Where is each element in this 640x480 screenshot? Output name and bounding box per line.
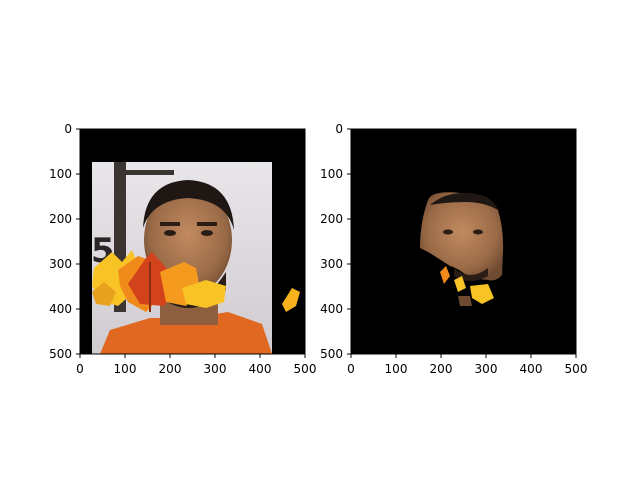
right-chin-fragment <box>458 296 472 306</box>
right-face-region <box>420 192 504 281</box>
left-eye-right <box>201 230 213 236</box>
right-image-panel: 0 100 200 300 400 500 0 100 200 300 400 500 <box>320 122 587 376</box>
left-y-tick-label: 400 <box>49 302 72 316</box>
right-ticks: 0 100 200 300 400 500 0 100 200 300 400 500 <box>320 122 587 376</box>
right-hair <box>430 192 498 210</box>
left-face <box>144 185 232 295</box>
left-y-tick-label: 100 <box>49 167 72 181</box>
left-leaf-3 <box>128 252 176 306</box>
right-x-tick-label: 0 <box>347 362 355 376</box>
right-x-tick-label: 500 <box>565 362 588 376</box>
left-leaf-6 <box>92 282 116 306</box>
right-y-tick-label: 0 <box>335 122 343 136</box>
left-leaf-cluster <box>92 250 226 312</box>
left-eye-left <box>164 230 176 236</box>
left-x-tick-label: 200 <box>159 362 182 376</box>
right-x-tick-label: 200 <box>430 362 453 376</box>
right-leaf-fragment-2 <box>454 276 466 292</box>
right-axes-frame <box>350 128 577 355</box>
left-height-post-mark <box>126 170 174 175</box>
left-small-leaf <box>282 288 300 312</box>
left-ticks: 0 100 200 300 400 500 0 100 200 300 400 500 <box>49 122 316 376</box>
left-image-panel: 5 <box>49 122 316 376</box>
left-x-tick-label: 500 <box>294 362 317 376</box>
right-x-tick-label: 300 <box>475 362 498 376</box>
left-shirt <box>100 312 272 354</box>
right-photo <box>420 192 504 306</box>
left-y-tick-label: 300 <box>49 257 72 271</box>
left-y-tick-label: 0 <box>64 122 72 136</box>
left-x-tick-label: 400 <box>249 362 272 376</box>
left-x-tick-label: 300 <box>204 362 227 376</box>
right-y-tick-label: 400 <box>320 302 343 316</box>
left-axes-frame <box>79 128 306 355</box>
left-y-tick-label: 500 <box>49 347 72 361</box>
left-leaf-5 <box>182 280 226 308</box>
right-leaf-fragment-3 <box>470 284 494 304</box>
right-y-tick-label: 500 <box>320 347 343 361</box>
right-leaf-fragment-1 <box>440 266 450 284</box>
right-eye-left <box>443 229 453 235</box>
left-eyebrow-right <box>197 222 217 226</box>
left-hair <box>143 180 234 230</box>
right-y-tick-label: 300 <box>320 257 343 271</box>
right-eye-right <box>473 229 483 235</box>
right-y-tick-label: 200 <box>320 212 343 226</box>
left-photo: 5 <box>91 162 300 354</box>
left-x-tick-label: 100 <box>114 362 137 376</box>
right-x-tick-label: 100 <box>385 362 408 376</box>
left-x-tick-label: 0 <box>76 362 84 376</box>
left-y-tick-label: 200 <box>49 212 72 226</box>
right-y-tick-label: 100 <box>320 167 343 181</box>
left-eyebrow-left <box>160 222 180 226</box>
right-x-tick-label: 400 <box>520 362 543 376</box>
